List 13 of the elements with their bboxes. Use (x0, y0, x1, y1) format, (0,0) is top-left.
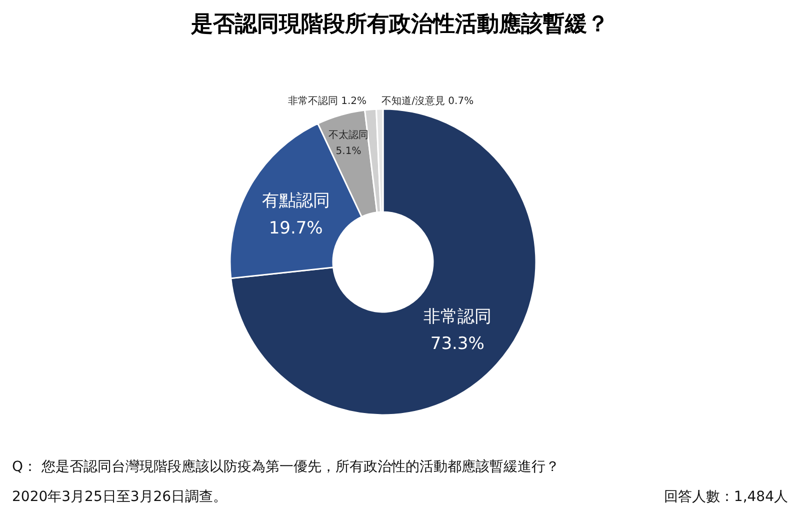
slice-label: 有點認同 (262, 191, 330, 212)
data-label: 73.3% (430, 334, 484, 354)
slice-label: 非常不認同 1.2% (288, 95, 367, 107)
data-label: 5.1% (336, 146, 362, 157)
chart-title: 是否認同現階段所有政治性活動應該暫緩？ (190, 11, 609, 37)
text: 回答人數：1,484人 (664, 489, 788, 505)
text: Q： 您是否認同台灣現階段應該以防疫為第一優先，所有政治性的活動都應該暫緩進行？ (12, 459, 560, 475)
slice-label: 不知道/沒意見 0.7% (382, 95, 474, 107)
text: 2020年3月25日至3月26日調查。 (12, 489, 228, 505)
slice-label: 不太認同 (328, 128, 369, 141)
donut-slice (230, 108, 537, 416)
slice-label: 非常認同 (423, 306, 492, 327)
data-label: 19.7% (268, 218, 323, 238)
